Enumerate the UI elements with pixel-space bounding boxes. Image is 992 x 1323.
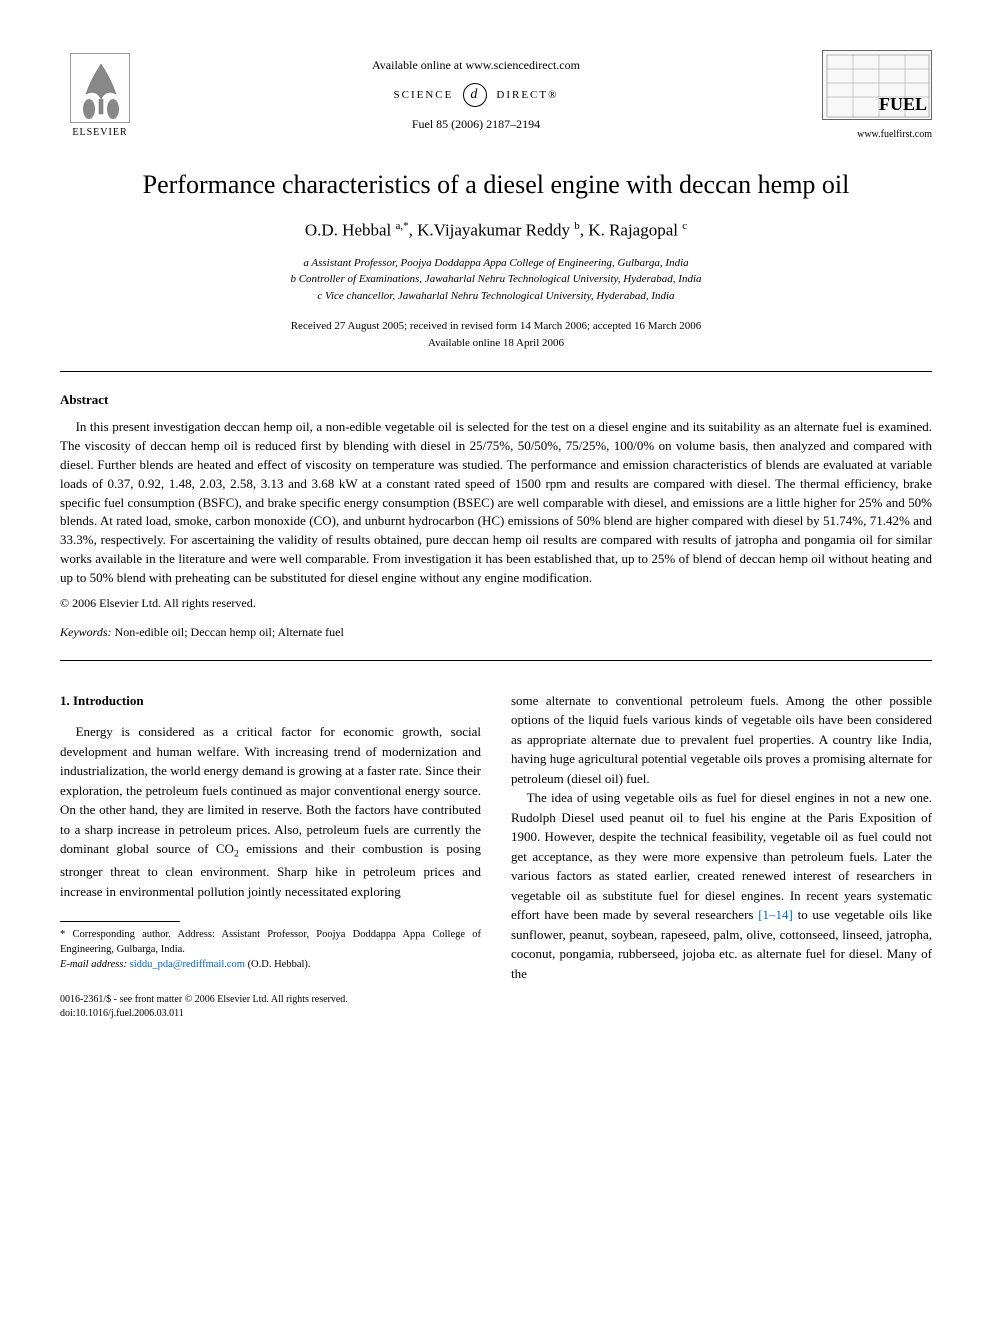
elsevier-logo: ELSEVIER	[60, 50, 140, 140]
column-right: some alternate to conventional petroleum…	[511, 691, 932, 1021]
abstract-text: In this present investigation deccan hem…	[60, 418, 932, 588]
received-date: Received 27 August 2005; received in rev…	[60, 318, 932, 335]
elsevier-tree-icon	[70, 53, 130, 123]
keywords-text: Non-edible oil; Deccan hemp oil; Alterna…	[112, 625, 344, 639]
email-line: E-mail address: siddu_pda@rediffmail.com…	[60, 958, 481, 973]
header-center: Available online at www.sciencedirect.co…	[140, 50, 812, 132]
intro-paragraph-1: Energy is considered as a critical facto…	[60, 722, 481, 901]
keywords-line: Keywords: Non-edible oil; Deccan hemp oi…	[60, 625, 932, 640]
footer-line-2: doi:10.1016/j.fuel.2006.03.011	[60, 1007, 481, 1021]
email-link[interactable]: siddu_pda@rediffmail.com	[130, 959, 245, 970]
affiliation-a: a Assistant Professor, Poojya Doddappa A…	[60, 255, 932, 272]
column-left: 1. Introduction Energy is considered as …	[60, 691, 481, 1021]
footnote-separator	[60, 921, 180, 922]
corresponding-footnote: * Corresponding author. Address: Assista…	[60, 928, 481, 972]
section-1-heading: 1. Introduction	[60, 691, 481, 711]
abstract-heading: Abstract	[60, 392, 932, 408]
footer-line-1: 0016-2361/$ - see front matter © 2006 El…	[60, 993, 481, 1007]
journal-reference: Fuel 85 (2006) 2187–2194	[140, 117, 812, 132]
affiliations: a Assistant Professor, Poojya Doddappa A…	[60, 255, 932, 305]
affiliation-c: c Vice chancellor, Jawaharlal Nehru Tech…	[60, 288, 932, 305]
authors-line: O.D. Hebbal a,*, K.Vijayakumar Reddy b, …	[60, 220, 932, 241]
fuel-logo-text: FUEL	[879, 94, 927, 115]
intro-paragraph-2: The idea of using vegetable oils as fuel…	[511, 788, 932, 983]
email-label: E-mail address:	[60, 959, 130, 970]
elsevier-label: ELSEVIER	[72, 127, 127, 138]
footer-block: 0016-2361/$ - see front matter © 2006 El…	[60, 993, 481, 1021]
keywords-label: Keywords:	[60, 625, 112, 639]
sciencedirect-logo: SCIENCE d DIRECT®	[140, 83, 812, 107]
fuel-url: www.fuelfirst.com	[812, 129, 932, 140]
corresponding-author-text: * Corresponding author. Address: Assista…	[60, 928, 481, 957]
fuel-logo-icon: FUEL	[822, 50, 932, 120]
available-online-text: Available online at www.sciencedirect.co…	[140, 58, 812, 73]
online-date: Available online 18 April 2006	[60, 335, 932, 352]
article-title: Performance characteristics of a diesel …	[60, 170, 932, 200]
reference-link-1-14[interactable]: [1–14]	[758, 907, 793, 922]
rule-top	[60, 371, 932, 372]
page-header: ELSEVIER Available online at www.science…	[60, 50, 932, 140]
body-columns: 1. Introduction Energy is considered as …	[60, 691, 932, 1021]
article-dates: Received 27 August 2005; received in rev…	[60, 318, 932, 351]
fuel-logo-block: FUEL www.fuelfirst.com	[812, 50, 932, 140]
abstract-copyright: © 2006 Elsevier Ltd. All rights reserved…	[60, 596, 932, 611]
affiliation-b: b Controller of Examinations, Jawaharlal…	[60, 271, 932, 288]
rule-bottom	[60, 660, 932, 661]
intro-paragraph-1-cont: some alternate to conventional petroleum…	[511, 691, 932, 789]
email-suffix: (O.D. Hebbal).	[245, 959, 311, 970]
